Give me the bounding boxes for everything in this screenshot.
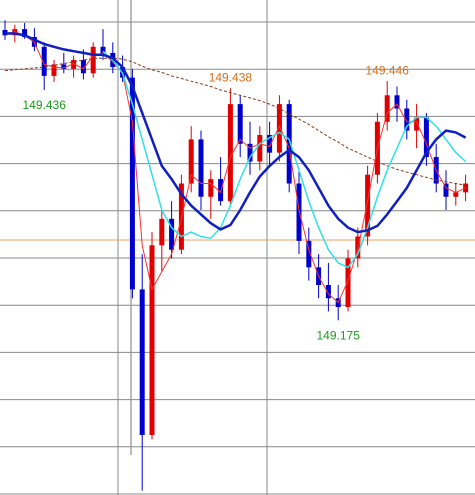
candle-body bbox=[90, 46, 96, 74]
price-annotation: 149.446 bbox=[366, 63, 410, 77]
candle-body bbox=[41, 46, 47, 76]
moving-average bbox=[5, 32, 467, 234]
candle-body bbox=[306, 240, 312, 268]
candle-body bbox=[345, 258, 351, 308]
candle-body bbox=[129, 77, 135, 290]
candle-body bbox=[404, 108, 410, 131]
candle-body bbox=[296, 183, 302, 241]
candle-body bbox=[286, 104, 292, 184]
price-annotation: 149.438 bbox=[209, 70, 253, 84]
candle-body bbox=[139, 289, 145, 435]
candle-body bbox=[188, 139, 194, 184]
moving-average bbox=[4, 31, 466, 304]
candle-body bbox=[365, 174, 371, 237]
candle-body bbox=[276, 104, 282, 153]
candle-body bbox=[80, 60, 86, 74]
price-annotation: 149.175 bbox=[317, 328, 361, 342]
candle-body bbox=[169, 218, 175, 250]
candle-body bbox=[71, 60, 77, 69]
candle-body bbox=[325, 285, 331, 299]
candle-body bbox=[257, 135, 263, 162]
candle-body bbox=[198, 139, 204, 197]
candle-body bbox=[227, 104, 233, 202]
candle-body bbox=[22, 29, 28, 38]
candle-body bbox=[149, 245, 155, 435]
candle-body bbox=[414, 117, 420, 131]
candle-body bbox=[423, 117, 429, 158]
candle-body bbox=[394, 95, 400, 109]
candle-body bbox=[237, 104, 243, 144]
candle-body bbox=[384, 95, 390, 122]
price-annotation: 149.436 bbox=[23, 98, 67, 112]
candle-body bbox=[218, 179, 224, 202]
candle-body bbox=[267, 135, 273, 153]
candle-body bbox=[159, 218, 165, 246]
candle-body bbox=[100, 46, 106, 53]
candle-body bbox=[61, 64, 67, 69]
candle-body bbox=[453, 192, 459, 197]
moving-average bbox=[102, 50, 467, 269]
candle-body bbox=[247, 143, 253, 162]
candle-body bbox=[51, 64, 57, 76]
candle-body bbox=[208, 179, 214, 197]
candle-body bbox=[443, 183, 449, 197]
